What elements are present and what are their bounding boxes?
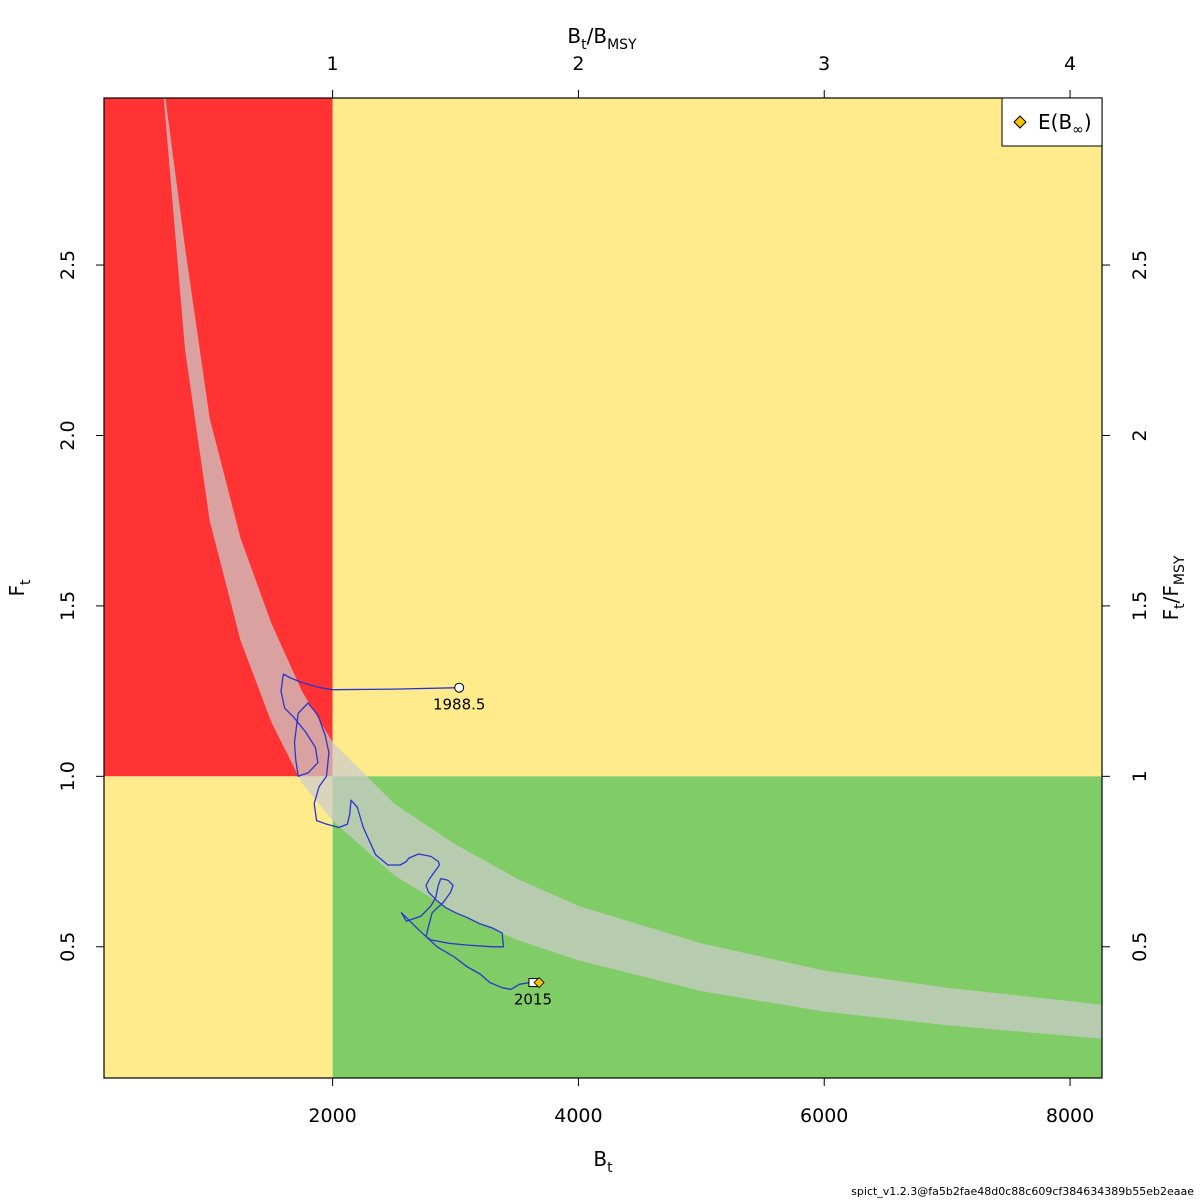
version-tag: spict_v1.2.3@fa5b2fae48d0c88c609cf384634… — [851, 1185, 1194, 1198]
x-tick-label: 8000 — [1046, 1105, 1094, 1127]
legend-label: E(B∞) — [1038, 110, 1092, 138]
y2-tick-label: 1.5 — [1129, 591, 1151, 621]
y-tick-label: 0.5 — [57, 932, 79, 962]
y-tick-label: 1.0 — [57, 761, 79, 791]
end-year-label: 2015 — [514, 991, 552, 1009]
x-tick-label: 4000 — [554, 1105, 602, 1127]
zone-yellow-top — [332, 98, 1102, 777]
legend-marker-icon — [1013, 115, 1027, 129]
legend: E(B∞) — [1001, 97, 1103, 147]
x-tick-label: 2000 — [308, 1105, 356, 1127]
start-year-label: 1988.5 — [433, 696, 486, 714]
plot-frame — [103, 97, 1103, 1079]
y2-tick-label: 0.5 — [1129, 932, 1151, 962]
zone-red — [104, 98, 333, 777]
y2-tick-label: 2.5 — [1129, 250, 1151, 280]
x2-tick-label: 1 — [327, 53, 339, 75]
y2-tick-label: 2 — [1129, 429, 1151, 441]
x2-axis-title: Bt/BMSY — [567, 24, 637, 53]
zone-yellow-bottom — [104, 776, 333, 1078]
trajectory-line-0 — [280, 673, 536, 991]
stock-status-zones — [104, 98, 1102, 1078]
y2-axis-title: Ft/FMSY — [1159, 555, 1188, 620]
y-tick-label: 2.0 — [57, 420, 79, 450]
y-tick-label: 2.5 — [57, 250, 79, 280]
trajectory-group — [280, 673, 536, 991]
equilibrium-point-marker — [533, 976, 545, 989]
zone-green — [332, 776, 1102, 1078]
point-markers — [454, 682, 545, 989]
x2-tick-label: 4 — [1064, 53, 1076, 75]
x-axis-title: Bt — [593, 1147, 613, 1176]
y2-tick-label: 1 — [1129, 770, 1151, 782]
x-tick-label: 6000 — [800, 1105, 848, 1127]
y-tick-label: 1.5 — [57, 591, 79, 621]
x2-tick-label: 2 — [572, 53, 584, 75]
start-point-marker — [454, 682, 465, 693]
x2-tick-label: 3 — [818, 53, 830, 75]
axes: 2000 4000 6000 8000 0.5 1.0 1.5 2.0 2.5 1 2 3 4 0.5 1 1… — [57, 53, 1151, 1127]
y-axis-title: Ft — [5, 579, 34, 597]
